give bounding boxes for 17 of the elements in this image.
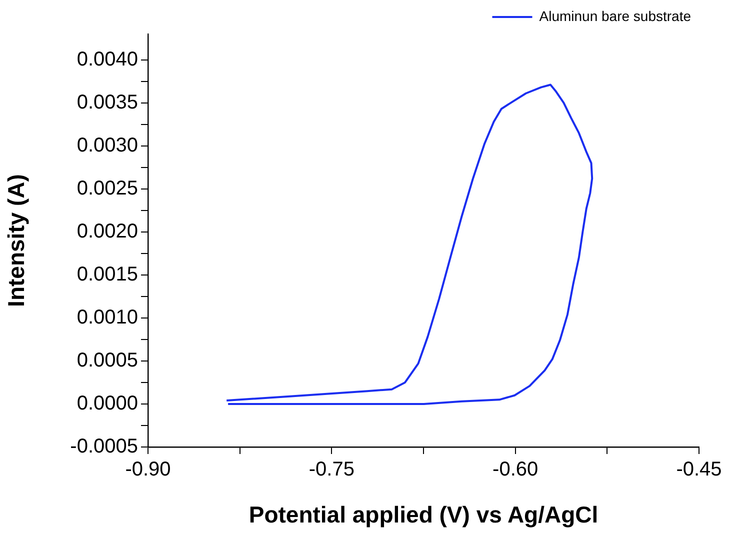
x-tick-label: -0.60: [492, 458, 538, 481]
y-tick-label: 0.0030: [76, 134, 138, 156]
y-tick-label: 0.0000: [76, 392, 138, 414]
x-tick-label: -0.90: [125, 458, 171, 481]
y-tick-label: 0.0020: [76, 220, 138, 242]
legend-label: Aluminun bare substrate: [539, 8, 692, 24]
y-tick-label: 0.0025: [76, 177, 138, 200]
y-axis-title: Intensity (A): [3, 174, 30, 307]
x-tick-label: -0.45: [676, 458, 722, 481]
y-tick-label: 0.0015: [76, 263, 138, 286]
y-tick-label: 0.0005: [76, 349, 138, 372]
y-tick-label: -0.0005: [70, 436, 138, 458]
x-axis-title: Potential applied (V) vs Ag/AgCl: [248, 502, 598, 528]
y-tick-label: 0.0040: [76, 48, 138, 70]
x-tick-label: -0.75: [308, 458, 354, 481]
y-tick-label: 0.0035: [76, 91, 138, 114]
y-tick-label: 0.0010: [76, 306, 138, 328]
